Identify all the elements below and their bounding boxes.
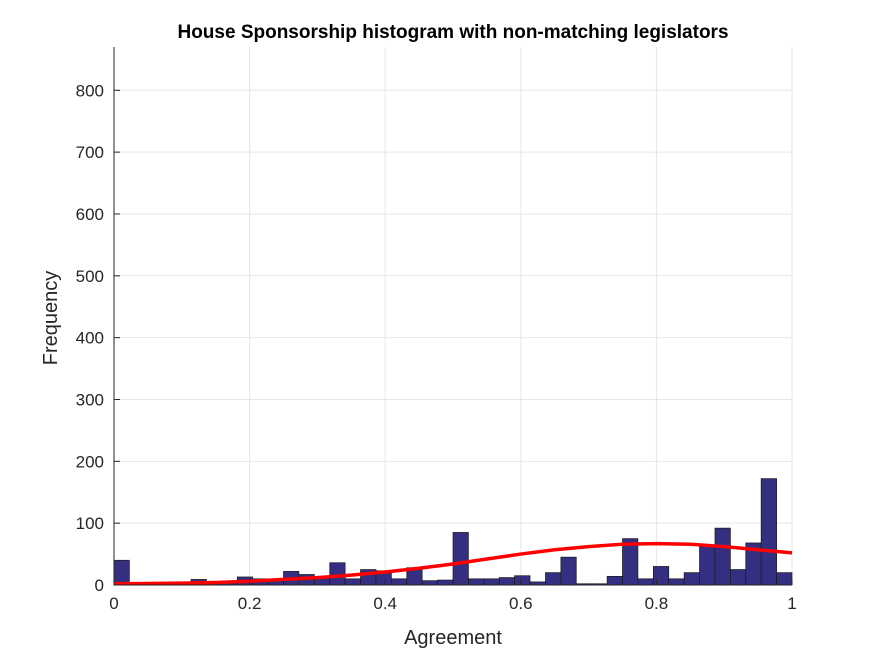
y-tick-label: 800 [76, 81, 104, 100]
fit-curve [113, 541, 793, 586]
histogram-bar [683, 572, 700, 586]
histogram-bar [329, 562, 346, 586]
histogram-bar [606, 575, 623, 586]
histogram-bar [483, 578, 500, 586]
x-tick-label: 1 [787, 594, 796, 613]
y-tick-label: 700 [76, 143, 104, 162]
y-tick-label: 400 [76, 329, 104, 348]
chart-title: House Sponsorship histogram with non-mat… [177, 22, 728, 43]
grid [113, 47, 793, 586]
histogram-bar [760, 478, 777, 586]
x-tick-label: 0 [109, 594, 118, 613]
histogram-bar [498, 577, 515, 586]
y-tick-label: 500 [76, 267, 104, 286]
histogram-bar [652, 566, 670, 586]
histogram-bar [776, 572, 793, 586]
histogram-bar [668, 578, 685, 586]
y-axis-label: Frequency [40, 271, 62, 366]
y-tick-label: 0 [95, 576, 104, 595]
y-tick-label: 300 [76, 390, 104, 409]
histogram-bar [714, 527, 731, 586]
x-tick-label: 0.4 [373, 594, 397, 613]
histogram-bar [421, 580, 438, 586]
histogram-bar [545, 572, 562, 586]
histogram-bar [468, 578, 485, 586]
x-tick-label: 0.6 [509, 594, 533, 613]
x-axis-label: Agreement [404, 627, 502, 649]
histogram-bar [637, 578, 654, 586]
histogram-bar [452, 532, 469, 586]
x-tick-label: 0.8 [645, 594, 669, 613]
tick-labels: 0 0.2 0.4 0.6 0.8 1 0 100 200 300 400 500 600 700 800 [76, 81, 797, 613]
histogram-bar [730, 569, 747, 586]
histogram-bar [344, 578, 361, 586]
x-tick-label: 0.2 [238, 594, 262, 613]
y-tick-label: 100 [76, 514, 104, 533]
histogram-bar [699, 546, 716, 586]
axes [113, 47, 793, 586]
plot-area [114, 47, 792, 585]
histogram-bar [113, 559, 130, 586]
histogram-bar [437, 579, 454, 586]
y-tick-label: 600 [76, 205, 104, 224]
y-tick-label: 200 [76, 452, 104, 471]
histogram-bar [560, 556, 577, 586]
histogram-bar [391, 578, 408, 586]
histogram-bar [514, 575, 531, 586]
